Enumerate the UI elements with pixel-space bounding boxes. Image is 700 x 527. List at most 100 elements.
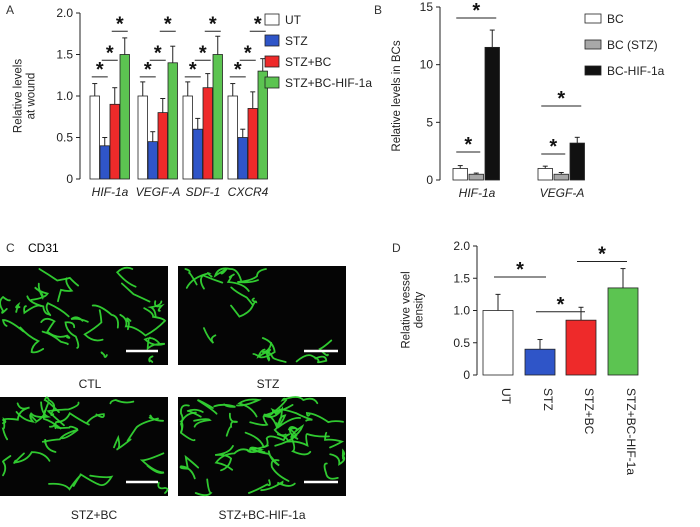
vessel-segment	[148, 355, 154, 363]
vessel-segment	[186, 408, 204, 418]
chart-a-legend-swatch	[264, 34, 280, 47]
chart-b-significance-star: *	[549, 136, 557, 158]
chart-b-bar	[484, 46, 500, 181]
chart-d-y-tick-label: 0	[463, 368, 470, 382]
chart-a-bar	[119, 54, 130, 180]
chart-d-bar	[524, 348, 556, 376]
chart-b-y-tick-label: 10	[420, 58, 434, 72]
vessel-segment	[143, 336, 166, 351]
chart-d-significance-star: *	[516, 259, 524, 281]
vessel-segment	[154, 300, 165, 312]
vessel-segment	[57, 277, 74, 303]
chart-d-bar	[482, 310, 514, 376]
chart-d-y-tick-label: 1.0	[453, 304, 470, 318]
chart-d-category-label: STZ	[541, 388, 555, 411]
chart-a-bar	[247, 108, 258, 180]
chart-a-y-tick-label: 0.5	[56, 131, 73, 145]
chart-a-bar	[89, 95, 100, 180]
vessel-segment	[323, 462, 339, 480]
chart-b-y-axis-title: Relative levels in BCs	[391, 40, 403, 151]
vessel-segment	[213, 267, 242, 281]
vessel-segment	[260, 480, 296, 492]
vessel-segment	[45, 302, 70, 318]
chart-b-bar	[452, 168, 468, 181]
chart-a-bar	[137, 95, 148, 180]
chart-a-significance-star: *	[244, 42, 252, 64]
chart-b-legend-swatch	[584, 39, 602, 50]
chart-a-y-tick-label: 1.0	[56, 89, 73, 103]
chart-b-significance-star: *	[464, 134, 472, 156]
vessel-segment	[113, 434, 132, 451]
vessel-segment	[0, 295, 11, 314]
vessel-segment	[46, 401, 80, 427]
vessel-segment	[143, 307, 167, 336]
vessel-segment	[230, 297, 258, 318]
panel-letter-d: D	[392, 241, 401, 255]
vessel-segment	[40, 317, 71, 339]
microscopy-panels: CTL STZ STZ+BC STZ+BC-HIF-1a	[0, 266, 346, 522]
vessel-segment	[126, 417, 159, 442]
vessel-segment	[2, 402, 30, 421]
vessel-network	[0, 266, 346, 497]
vessel-segment	[225, 412, 238, 437]
panel-letter-c: C	[6, 241, 15, 255]
vessel-segment	[15, 401, 52, 423]
vessel-segment	[295, 354, 328, 364]
vessel-segment	[185, 272, 213, 289]
chart-d-category-label: UT	[499, 388, 513, 405]
vessel-segment	[126, 317, 132, 331]
chart-d: 0 0.5 1.0 1.5 2.0 Relative vesseldensity UT STZ…	[401, 239, 639, 475]
micrograph-ctl	[0, 266, 168, 365]
vessel-segment	[274, 408, 313, 422]
chart-d-y-tick-label: 0.5	[453, 336, 470, 350]
chart-d-significance-star: *	[598, 243, 606, 265]
vessel-segment	[179, 454, 200, 480]
vessel-segment	[48, 474, 82, 491]
chart-b: 0 5 10 15 Relative levels in BCs * * HIF-1a * * VE…	[391, 0, 665, 200]
vessel-segment	[250, 444, 280, 467]
chart-a-legend-label: UT	[285, 13, 302, 27]
chart-a-significance-star: *	[254, 13, 262, 35]
chart-a-category-label: HIF-1a	[92, 185, 129, 199]
chart-a-significance-star: *	[199, 42, 207, 64]
chart-a-legend-swatch	[264, 55, 280, 68]
chart-a-category-label: VEGF-A	[136, 185, 181, 199]
chart-a-bar	[167, 62, 178, 180]
chart-a-legend-label: STZ	[285, 34, 308, 48]
vessel-segment	[109, 399, 135, 405]
vessel-segment	[230, 286, 254, 306]
vessel-segment	[19, 326, 45, 354]
panel-letter-b: B	[374, 3, 382, 17]
micrograph-stz	[178, 266, 346, 365]
chart-b-legend-label: BC	[607, 12, 624, 26]
chart-a-significance-star: *	[209, 13, 217, 35]
micrograph-label-stz-bc: STZ+BC	[71, 508, 118, 522]
micrograph-stz-bc	[0, 397, 168, 496]
vessel-segment	[54, 424, 78, 430]
chart-b-category-label: VEGF-A	[540, 186, 585, 200]
chart-a-significance-star: *	[144, 59, 152, 81]
chart-a-significance-star: *	[154, 42, 162, 64]
vessel-segment	[197, 399, 218, 415]
vessel-segment	[83, 309, 104, 342]
chart-b-bar	[468, 173, 484, 181]
chart-d-y-tick-label: 1.5	[453, 271, 470, 285]
vessel-segment	[213, 403, 236, 408]
vessel-segment	[289, 427, 299, 440]
vessel-segment	[274, 426, 299, 447]
vessel-segment	[157, 481, 169, 494]
chart-a-significance-star: *	[189, 59, 197, 81]
vessel-segment	[30, 282, 49, 301]
vessel-segment	[237, 268, 267, 284]
chart-a-bar	[202, 87, 213, 180]
vessel-segment	[318, 339, 333, 357]
micrograph-label-ctl: CTL	[79, 377, 102, 391]
chart-d-y-tick-label: 2.0	[453, 239, 470, 253]
chart-a-y-tick-label: 0	[66, 172, 73, 186]
micrograph-label-stz: STZ	[257, 377, 280, 391]
vessel-segment	[305, 412, 344, 424]
chart-b-significance-star: *	[557, 88, 565, 110]
vessel-segment	[86, 413, 105, 424]
chart-a-category-label: CXCR4	[228, 185, 269, 199]
